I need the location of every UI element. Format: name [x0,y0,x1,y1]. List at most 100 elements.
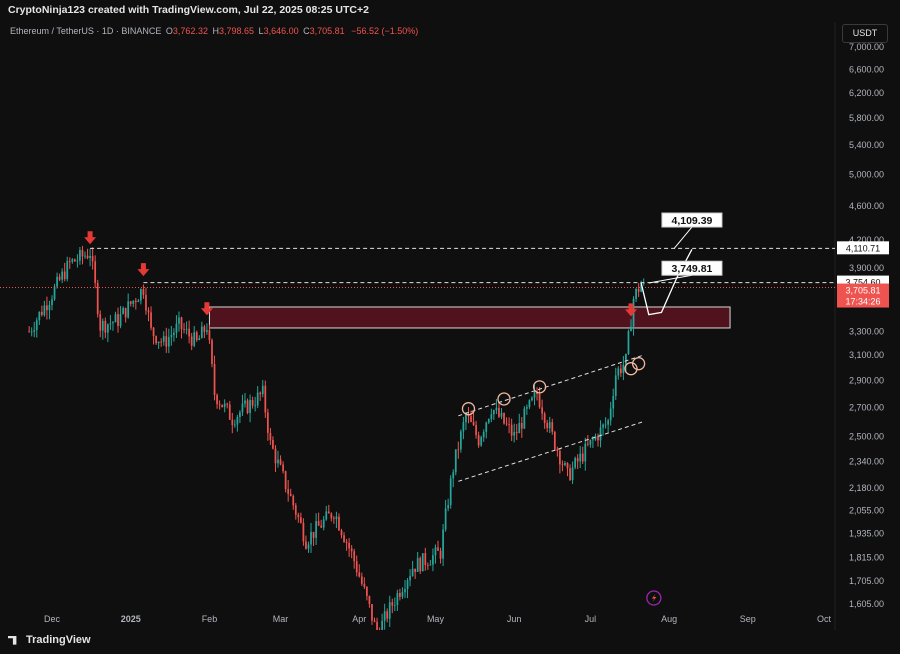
high-label: H [212,26,219,36]
candle-body [393,604,396,606]
candle-body [360,576,363,584]
tradingview-logo-text: TradingView [26,634,91,646]
candle-body [401,592,404,597]
candle-body [259,392,262,395]
credit-text: CryptoNinja123 created with TradingView.… [8,4,369,16]
candle-body [279,459,282,465]
candle-body [571,467,574,480]
candle-body [548,422,551,429]
candle-body [231,419,234,426]
candle-body [421,553,424,572]
down-arrow-icon [625,303,637,317]
x-tick-label: Aug [661,614,677,624]
candle-body [272,439,274,449]
current-price-tag [837,283,889,308]
candle-body [434,547,437,556]
candle-body [520,422,523,429]
candle-body [640,283,643,292]
x-tick-label: Dec [44,614,61,624]
candle-body [297,514,300,518]
y-tick-label: 1,815.00 [849,552,884,562]
x-tick-label: Sep [740,614,756,624]
candle-body [533,392,536,398]
candle-body [195,332,198,341]
candle-body [178,317,180,324]
candle-body [190,336,193,346]
candle-body [122,307,124,315]
candle-body [396,592,399,605]
candle-body [330,513,333,519]
candle-body [170,334,173,338]
candle-body [282,464,284,472]
candle-body [46,305,48,311]
level-price-tag [837,241,889,255]
candle-body [101,320,104,331]
candle-body [503,413,505,424]
candle-body [419,558,422,572]
candle-body [510,424,513,436]
candle-body [447,505,450,509]
candle-body [416,558,419,572]
candle-body [112,322,114,324]
candle-body [449,478,452,506]
candle-body [287,489,290,494]
candle-body [185,328,188,330]
candle-body [518,422,521,434]
candle-body [487,419,490,423]
candle-body [345,541,348,543]
candle-body [492,410,495,415]
candle-body [155,336,157,344]
y-tick-label: 6,600.00 [849,64,884,74]
symbol-name[interactable]: Ethereum / TetherUS · 1D · BINANCE [10,26,162,36]
candle-body [551,422,554,432]
open-label: O [165,26,173,36]
channel-line [458,354,644,417]
candle-body [51,299,53,306]
candle-body [28,331,31,333]
touch-point-circle [631,357,646,371]
close-value: 3,705.81 [309,26,345,36]
candle-body [604,424,607,426]
candle-body [266,412,269,433]
candle-body [302,522,305,542]
candle-body [312,531,315,538]
y-tick-label: 6,200.00 [849,88,884,98]
candle-body [91,256,94,262]
header-bar: CryptoNinja123 created with TradingView.… [0,0,900,22]
candle-body [73,259,76,262]
candle-body [335,516,338,520]
candle-body [406,580,409,590]
candle-body [317,521,320,526]
candle-body [579,453,582,462]
candle-body [96,282,99,315]
down-arrow-icon [137,263,150,277]
candle-body [569,468,571,480]
candle-body [444,508,447,530]
candle-body [482,431,485,438]
touch-point-circle [532,380,547,394]
candle-body [333,518,335,520]
candle-body [465,414,467,423]
price-chart[interactable]: 7,000.00 6,600.00 6,200.00 5,800.00 5,400.00… [0,22,900,630]
candle-body [140,289,142,301]
candle-body [383,611,386,621]
currency-button[interactable]: USDT [842,24,888,43]
symbol-info: Ethereum / TetherUS · 1D · BINANCE O3,76… [10,26,418,36]
candle-body [216,394,218,405]
candle-body [467,414,470,417]
touch-point-circle [497,392,511,406]
candle-body [109,323,112,325]
candle-body [619,368,622,374]
candle-body [228,404,231,420]
candle-body [152,327,155,337]
candle-body [338,516,340,531]
candle-body [261,385,264,395]
candle-body [76,260,79,262]
candle-body [79,250,81,261]
y-tick-label: 4,200.00 [849,235,884,245]
tradingview-logo[interactable]: TradingView [8,634,91,646]
candle-body [508,424,510,425]
candle-body [637,288,640,292]
candle-body [424,553,427,565]
current-price-label: 3,705.81 [845,286,880,296]
